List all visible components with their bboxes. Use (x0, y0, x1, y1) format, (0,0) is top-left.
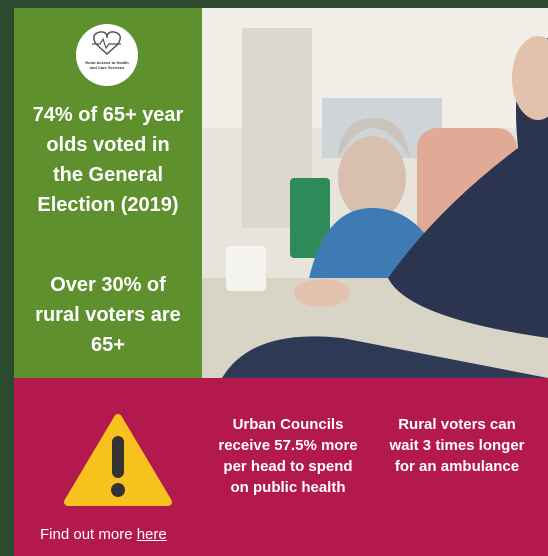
logo-text: Rural Access to Health and Care Services (82, 60, 132, 70)
logo: Rural Access to Health and Care Services (76, 24, 138, 86)
link[interactable]: here (137, 526, 167, 543)
page: Rural Access to Health and Care Services… (0, 0, 548, 556)
stat: Over 30% of rural voters are 65+ (30, 270, 186, 360)
link-line: Find out more here (40, 526, 167, 543)
left-panel: Rural Access to Health and Care Services… (14, 8, 202, 378)
logo-icon (76, 24, 138, 60)
bottom-panel: Find out more here Urban Councils receiv… (14, 378, 548, 556)
link-prefix: Find out more (40, 526, 133, 543)
stat: 74% of 65+ year olds voted in the Genera… (30, 100, 186, 220)
fact: Rural voters can wait 3 times longer for… (382, 414, 532, 477)
warning-icon (64, 412, 172, 508)
photo (202, 8, 548, 378)
fact: Urban Councils receive 57.5% more per he… (214, 414, 362, 498)
